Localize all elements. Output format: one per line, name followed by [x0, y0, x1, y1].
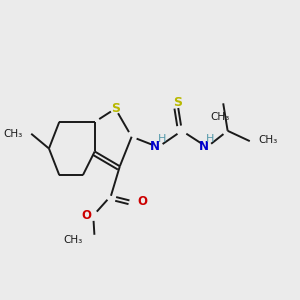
Text: H: H	[206, 134, 215, 144]
Text: CH₃: CH₃	[211, 112, 230, 122]
Text: H: H	[158, 134, 166, 144]
Text: S: S	[111, 102, 120, 115]
Text: O: O	[137, 195, 147, 208]
Text: S: S	[173, 96, 182, 109]
Text: CH₃: CH₃	[259, 135, 278, 145]
Text: CH₃: CH₃	[3, 129, 22, 139]
Text: N: N	[199, 140, 209, 153]
Text: O: O	[82, 209, 92, 222]
Text: CH₃: CH₃	[64, 235, 83, 245]
Text: N: N	[150, 140, 160, 153]
